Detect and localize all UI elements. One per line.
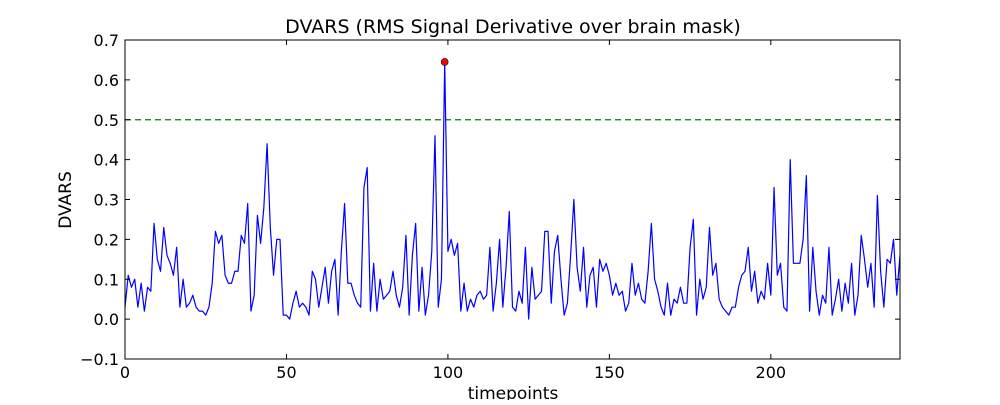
chart-title: DVARS (RMS Signal Derivative over brain … xyxy=(285,16,741,38)
y-tick-label: 0.5 xyxy=(94,111,119,130)
series-line-0 xyxy=(124,61,901,320)
y-tick-label: 0.7 xyxy=(94,31,119,50)
x-tick-label: 150 xyxy=(594,363,625,382)
y-tick-label: 0.4 xyxy=(94,151,119,170)
x-tick-label: 200 xyxy=(756,363,787,382)
y-tick-label: 0.6 xyxy=(94,71,119,90)
peak-marker xyxy=(440,58,449,66)
x-axis-label: timepoints xyxy=(468,384,559,400)
y-axis-label: DVARS xyxy=(56,171,76,229)
y-tick-label: −0.1 xyxy=(80,350,119,369)
y-tick-label: 0.3 xyxy=(94,191,119,210)
y-tick-label: 0.1 xyxy=(94,270,119,289)
plot-area: 0 50 100 150 200 −0.1 0.0 0.1 0.2 0.3 0.4 0.5 0.6 0.7 xyxy=(80,31,901,382)
x-tick-label: 100 xyxy=(433,363,464,382)
y-tick-label: 0.0 xyxy=(94,310,119,329)
x-tick-label: 0 xyxy=(120,363,130,382)
x-tick-label: 50 xyxy=(276,363,296,382)
plot-frame xyxy=(124,39,901,360)
y-tick-label: 0.2 xyxy=(94,230,119,249)
